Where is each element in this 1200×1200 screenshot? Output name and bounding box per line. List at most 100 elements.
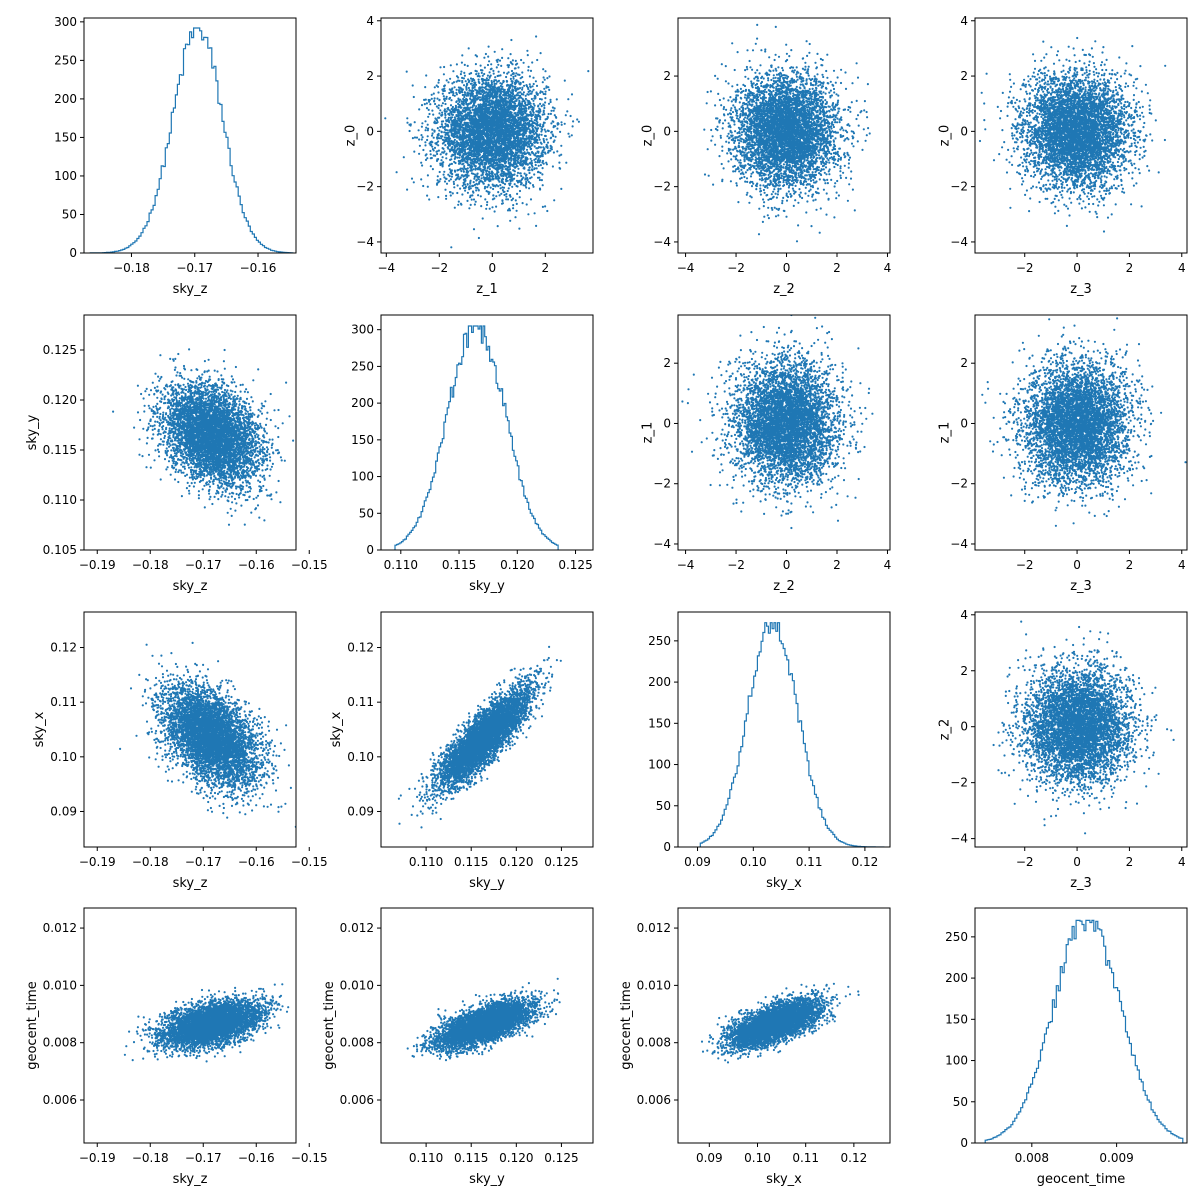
y-tick-label: −2 — [653, 477, 671, 491]
x-tick-label: −2 — [430, 261, 448, 275]
scatter-points — [397, 645, 562, 829]
scatter-points — [703, 23, 871, 243]
x-tick-label: −0.15 — [291, 1151, 328, 1165]
x-tick-label: −0.17 — [176, 261, 213, 275]
y-tick-label: 0.010 — [43, 978, 77, 992]
x-tick-label: −0.18 — [132, 855, 169, 869]
y-tick-label: 0.12 — [347, 641, 374, 655]
y-tick-label: 200 — [945, 971, 968, 985]
x-tick-label: 0.009 — [1099, 1151, 1133, 1165]
x-tick-label: −0.19 — [79, 855, 116, 869]
x-tick-label: 4 — [1178, 855, 1186, 869]
x-tick-label: 0.115 — [442, 558, 476, 572]
plot-area — [699, 622, 885, 847]
plot-area — [703, 23, 871, 243]
x-axis-label: z_3 — [1070, 579, 1092, 594]
y-axis-label: sky_x — [329, 711, 344, 747]
x-tick-label: 2 — [833, 558, 841, 572]
x-tick-label: 2 — [833, 261, 841, 275]
y-tick-label: 0.10 — [347, 750, 374, 764]
axes-frame — [974, 611, 1188, 848]
panel-3-0: −0.19 −0.18 −0.17 −0.16 −0.15 0.006 0.008 0.010… — [25, 907, 328, 1187]
axes-frame — [974, 907, 1188, 1144]
x-tick-label: 0.12 — [841, 1151, 868, 1165]
y-tick-label: 0.010 — [340, 978, 374, 992]
scatter-points — [123, 983, 290, 1063]
plot-area — [394, 325, 559, 550]
histogram-step-line — [394, 325, 559, 550]
panel-1-0: −0.19 −0.18 −0.17 −0.16 −0.15 0.105 0.110 0.115… — [25, 314, 328, 594]
x-tick-label: −0.18 — [113, 261, 150, 275]
y-tick-label: 0.11 — [50, 695, 77, 709]
y-tick-label: 0.006 — [43, 1093, 77, 1107]
y-axis-label: z_0 — [344, 125, 359, 147]
y-tick-label: 0.012 — [637, 921, 671, 935]
y-tick-label: 250 — [648, 634, 671, 648]
axes-frame — [380, 314, 594, 551]
x-axis-label: sky_z — [173, 579, 208, 594]
x-tick-label: 4 — [884, 261, 892, 275]
y-tick-label: 0 — [663, 124, 671, 138]
panel-0-0: −0.18 −0.17 −0.16 0 50 100 150 200 250 300 sky_z — [54, 15, 297, 297]
panel-1-1: 0.110 0.115 0.120 0.125 0 50 100 150 200 250 300 sk… — [351, 314, 594, 594]
y-tick-label: 150 — [54, 130, 77, 144]
panel-0-3: −2 0 2 4 −4 −2 0 2 4 z_3 z_0 — [938, 14, 1188, 297]
y-tick-label: −2 — [950, 180, 968, 194]
x-tick-label: 0 — [783, 261, 791, 275]
x-tick-label: 0.09 — [696, 1151, 723, 1165]
y-tick-label: 50 — [62, 207, 77, 221]
x-tick-label: −2 — [1016, 558, 1034, 572]
panel-2-0: −0.19 −0.18 −0.17 −0.16 −0.15 0.09 0.10 0.11 0.1… — [32, 611, 328, 891]
x-tick-label: 0.125 — [544, 1151, 578, 1165]
y-tick-label: 0.125 — [43, 343, 77, 357]
y-axis-label: geocent_time — [619, 981, 634, 1070]
x-tick-label: −0.18 — [132, 1151, 169, 1165]
x-tick-label: 0.110 — [384, 558, 418, 572]
x-tick-label: 4 — [1178, 261, 1186, 275]
y-tick-label: −4 — [950, 832, 968, 846]
plot-area — [123, 983, 290, 1063]
axes-frame — [677, 611, 891, 848]
y-tick-label: 150 — [351, 433, 374, 447]
y-tick-label: 0.09 — [50, 804, 77, 818]
x-tick-label: 0.120 — [500, 558, 534, 572]
y-tick-label: 4 — [960, 608, 968, 622]
axes-frame — [677, 907, 891, 1144]
plot-area — [981, 317, 1187, 527]
y-tick-label: 50 — [359, 506, 374, 520]
y-tick-label: −4 — [356, 235, 374, 249]
x-tick-label: 2 — [1126, 558, 1134, 572]
y-tick-label: 0.120 — [43, 393, 77, 407]
axes-frame — [83, 907, 297, 1144]
x-axis-label: z_3 — [1070, 876, 1092, 891]
y-tick-label: 0 — [960, 124, 968, 138]
scatter-points — [700, 982, 860, 1064]
x-axis-label: sky_x — [766, 876, 802, 891]
y-tick-label: 0 — [663, 416, 671, 430]
axes-frame — [83, 17, 297, 254]
x-tick-label: −0.18 — [132, 558, 169, 572]
panel-2-1: 0.110 0.115 0.120 0.125 0.09 0.10 0.11 0.12 sky_… — [329, 611, 594, 891]
panel-1-2: −4 −2 0 2 4 −4 −2 0 2 z_2 z_1 — [641, 314, 891, 594]
y-tick-label: 4 — [366, 14, 374, 28]
y-tick-label: 2 — [663, 69, 671, 83]
y-tick-label: 0.012 — [43, 921, 77, 935]
y-tick-label: 250 — [351, 359, 374, 373]
x-tick-label: −0.15 — [291, 558, 328, 572]
x-tick-label: −0.16 — [238, 558, 275, 572]
scatter-points — [384, 35, 590, 249]
plot-area — [112, 348, 295, 526]
x-tick-label: 0.115 — [454, 855, 488, 869]
y-tick-label: 0.010 — [637, 978, 671, 992]
y-tick-label: 0.105 — [43, 543, 77, 557]
y-tick-label: 0 — [960, 1136, 968, 1150]
x-tick-label: 0.125 — [558, 558, 592, 572]
y-tick-label: 100 — [945, 1054, 968, 1068]
y-tick-label: 2 — [960, 356, 968, 370]
x-tick-label: −4 — [377, 261, 395, 275]
axes-frame — [974, 314, 1188, 551]
x-axis-label: geocent_time — [1037, 1172, 1126, 1187]
plot-area — [397, 645, 562, 829]
y-tick-label: 0.11 — [347, 695, 374, 709]
